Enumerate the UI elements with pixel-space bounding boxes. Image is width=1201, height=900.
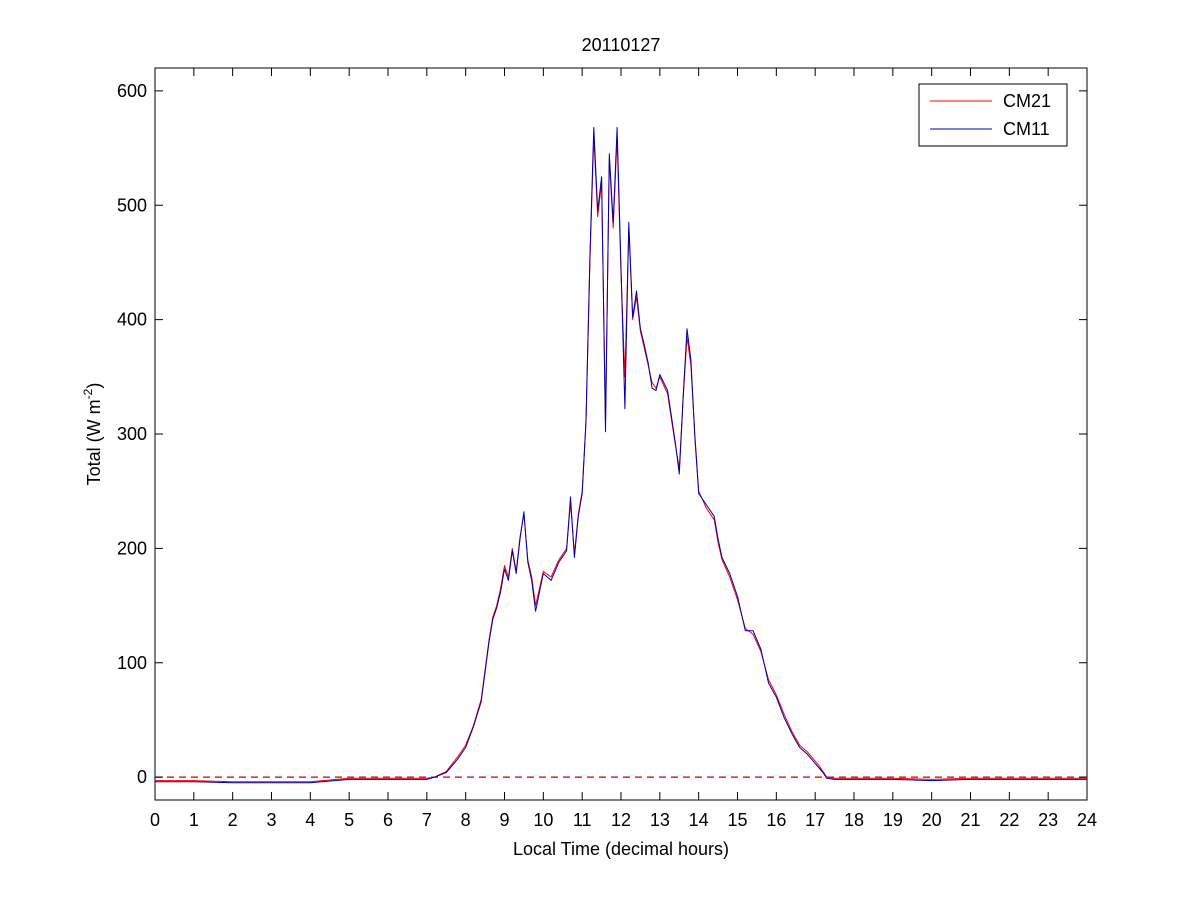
y-tick-label: 100 (117, 653, 147, 673)
x-tick-label: 9 (499, 810, 509, 830)
y-axis-title: Total (W m-2) (81, 383, 104, 486)
legend-box (918, 83, 1068, 147)
x-tick-label: 16 (766, 810, 786, 830)
series-line-cm11 (155, 127, 1087, 784)
x-tick-label: 13 (650, 810, 670, 830)
x-tick-label: 4 (305, 810, 315, 830)
x-tick-label: 17 (805, 810, 825, 830)
x-tick-label: 1 (189, 810, 199, 830)
x-tick-label: 24 (1077, 810, 1097, 830)
plot-area: 0 1 2 3 4 5 6 7 8 9 10 11 12 13 14 15 16 17 18 19 20 21 22 23 24… (117, 67, 1097, 830)
x-tick-label: 5 (344, 810, 354, 830)
legend-label-cm21: CM21 (1003, 91, 1051, 111)
chart-title: 20110127 (582, 35, 661, 55)
x-tick-label: 14 (689, 810, 709, 830)
y-axis-title-sup: -2 (81, 388, 95, 399)
x-tick-label: 20 (922, 810, 942, 830)
legend-label-cm11: CM11 (1003, 119, 1050, 139)
y-tick-label: 300 (117, 424, 147, 444)
x-tick-label: 10 (533, 810, 553, 830)
x-tick-label: 0 (150, 810, 160, 830)
x-tick-label: 6 (383, 810, 393, 830)
y-tick-label: 0 (137, 767, 147, 787)
y-tick-label: 400 (117, 310, 147, 330)
legend: CM21 CM11 (918, 83, 1068, 147)
x-tick-label: 8 (461, 810, 471, 830)
x-tick-label: 11 (573, 810, 592, 830)
y-tick-label: 200 (117, 538, 147, 558)
x-tick-label: 19 (883, 810, 903, 830)
x-tick-label: 23 (1038, 810, 1058, 830)
x-tick-label: 2 (228, 810, 238, 830)
x-axis-title: Local Time (decimal hours) (513, 839, 729, 859)
x-tick-label: 7 (422, 810, 432, 830)
x-tick-label: 22 (999, 810, 1019, 830)
y-tick-label: 600 (117, 81, 147, 101)
y-tick-label: 500 (117, 195, 147, 215)
x-tick-label: 21 (960, 810, 980, 830)
y-axis-title-tail: ) (84, 383, 104, 389)
x-tick-label: 18 (844, 810, 864, 830)
y-axis-title-main: Total (W m (84, 399, 104, 485)
x-tick-label: 12 (611, 810, 631, 830)
x-tick-label: 3 (266, 810, 276, 830)
x-tick-label: 15 (727, 810, 747, 830)
